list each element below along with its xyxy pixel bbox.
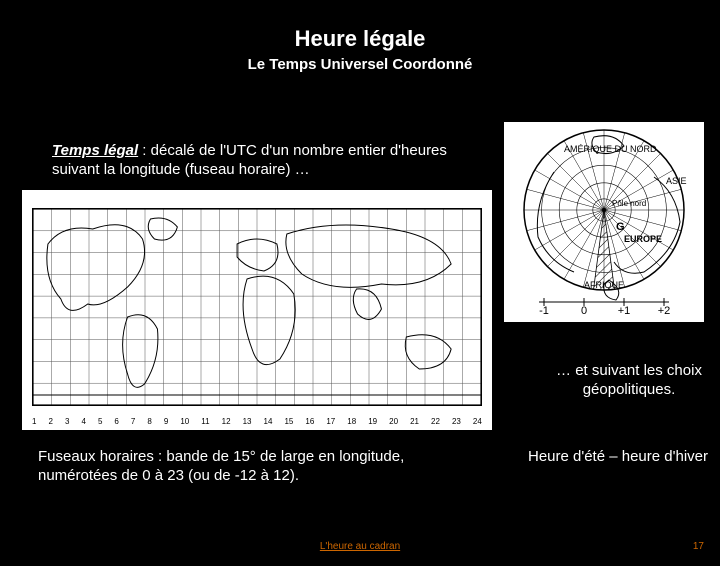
worldmap-tz-label: 24: [473, 417, 482, 426]
worldmap-tz-label: 1: [32, 417, 36, 426]
worldmap-tz-label: 8: [147, 417, 151, 426]
worldmap-tz-label: 20: [389, 417, 398, 426]
worldmap-tz-label: 22: [431, 417, 440, 426]
svg-text:EUROPE: EUROPE: [624, 234, 662, 244]
geopolitics-text: … et suivant les choix géopolitiques.: [538, 362, 720, 400]
globe-figure: AMÉRIQUE DU NORD Pôle nord ASIE EUROPEG AFRI…: [504, 122, 704, 322]
worldmap-tz-label: 9: [164, 417, 168, 426]
intro-text: Temps légal : décalé de l'UTC d'un nombr…: [52, 142, 472, 180]
worldmap-tz-label: 18: [347, 417, 356, 426]
worldmap-tz-label: 14: [264, 417, 273, 426]
worldmap-tz-label: 2: [48, 417, 52, 426]
page-title: Heure légale: [0, 26, 720, 52]
worldmap-tz-label: 3: [65, 417, 69, 426]
dst-text: Heure d'été – heure d'hiver: [518, 448, 718, 465]
worldmap-tz-label: 11: [201, 417, 209, 426]
worldmap-tz-label: 15: [284, 417, 293, 426]
worldmap-xlabels: 123456789101112131415161718192021222324: [32, 417, 482, 426]
worldmap-tz-label: 23: [452, 417, 461, 426]
globe-svg: AMÉRIQUE DU NORD Pôle nord ASIE EUROPEG AFRI…: [504, 122, 704, 322]
svg-text:G: G: [616, 221, 625, 233]
svg-text:+2: +2: [658, 305, 671, 317]
fuseaux-text: Fuseaux horaires : bande de 15° de large…: [38, 448, 438, 486]
worldmap-tz-label: 7: [131, 417, 135, 426]
svg-text:AFRIQUE: AFRIQUE: [584, 280, 624, 290]
worldmap-figure: 123456789101112131415161718192021222324: [22, 190, 492, 430]
worldmap-tz-label: 10: [180, 417, 189, 426]
worldmap-tz-label: 5: [98, 417, 102, 426]
worldmap-canvas: [32, 208, 482, 406]
worldmap-tz-label: 4: [81, 417, 85, 426]
worldmap-tz-label: 16: [305, 417, 314, 426]
worldmap-tz-label: 6: [114, 417, 118, 426]
worldmap-tz-label: 19: [368, 417, 377, 426]
svg-text:ASIE: ASIE: [666, 176, 687, 186]
worldmap-tz-label: 17: [326, 417, 335, 426]
svg-text:-1: -1: [539, 305, 549, 317]
worldmap-svg: [33, 209, 481, 405]
svg-text:+1: +1: [618, 305, 631, 317]
worldmap-tz-label: 12: [222, 417, 231, 426]
page-number: 17: [693, 541, 704, 552]
svg-text:Pôle nord: Pôle nord: [612, 199, 646, 208]
svg-text:0: 0: [581, 305, 587, 317]
worldmap-tz-label: 21: [410, 417, 419, 426]
intro-lead: Temps légal: [52, 142, 138, 159]
worldmap-tz-label: 13: [243, 417, 252, 426]
page-subtitle: Le Temps Universel Coordonné: [0, 56, 720, 73]
footer-link: L'heure au cadran: [0, 541, 720, 552]
svg-text:AMÉRIQUE DU NORD: AMÉRIQUE DU NORD: [564, 144, 657, 154]
